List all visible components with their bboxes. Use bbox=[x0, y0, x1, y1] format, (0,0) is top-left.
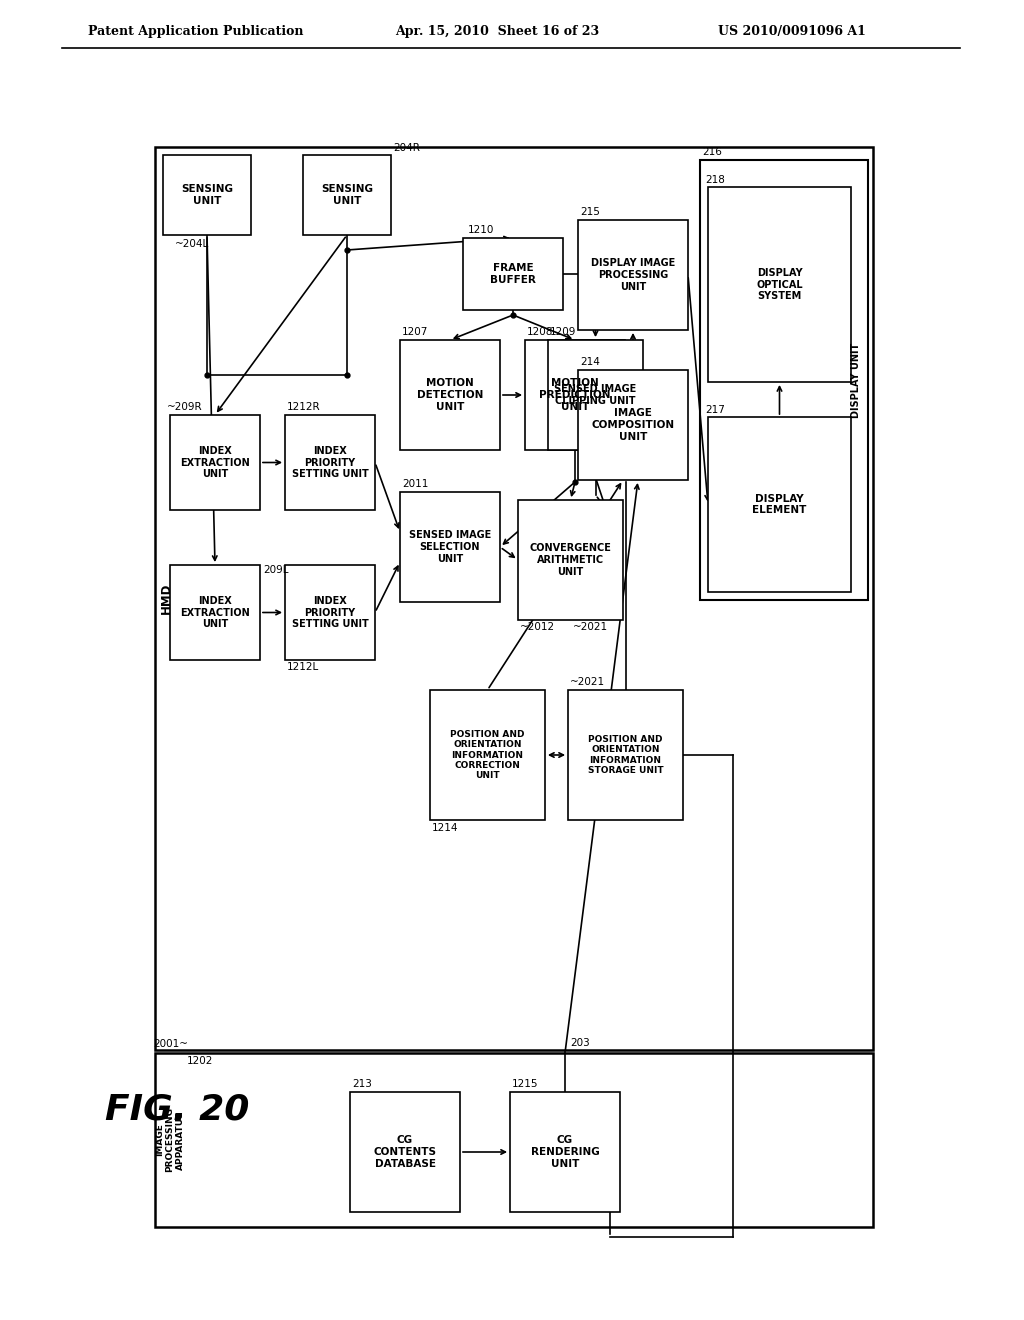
Text: 204R: 204R bbox=[393, 143, 420, 153]
Text: 1202: 1202 bbox=[187, 1056, 213, 1067]
Text: 209L: 209L bbox=[263, 565, 289, 576]
Bar bbox=[708, 417, 851, 591]
Text: 1207: 1207 bbox=[402, 327, 428, 337]
Text: SENSING
UNIT: SENSING UNIT bbox=[321, 185, 373, 206]
Text: IMAGE
COMPOSITION
UNIT: IMAGE COMPOSITION UNIT bbox=[592, 408, 675, 442]
Bar bbox=[708, 187, 851, 381]
Text: 214: 214 bbox=[580, 356, 600, 367]
Bar bbox=[170, 414, 260, 510]
Text: CONVERGENCE
ARITHMETIC
UNIT: CONVERGENCE ARITHMETIC UNIT bbox=[529, 544, 611, 577]
Text: 1212R: 1212R bbox=[287, 403, 321, 412]
Bar bbox=[400, 492, 500, 602]
Text: ~204L: ~204L bbox=[175, 239, 209, 249]
Bar bbox=[568, 690, 683, 820]
Bar bbox=[578, 370, 688, 480]
Text: INDEX
PRIORITY
SETTING UNIT: INDEX PRIORITY SETTING UNIT bbox=[292, 595, 369, 630]
Text: POSITION AND
ORIENTATION
INFORMATION
STORAGE UNIT: POSITION AND ORIENTATION INFORMATION STO… bbox=[588, 735, 664, 775]
Text: 2011: 2011 bbox=[402, 479, 428, 488]
Text: US 2010/0091096 A1: US 2010/0091096 A1 bbox=[718, 25, 866, 38]
Text: INDEX
EXTRACTION
UNIT: INDEX EXTRACTION UNIT bbox=[180, 595, 250, 630]
Text: CG
RENDERING
UNIT: CG RENDERING UNIT bbox=[530, 1135, 599, 1168]
Bar bbox=[700, 160, 868, 601]
Text: Patent Application Publication: Patent Application Publication bbox=[88, 25, 303, 38]
Text: INDEX
EXTRACTION
UNIT: INDEX EXTRACTION UNIT bbox=[180, 446, 250, 479]
Text: HMD: HMD bbox=[160, 583, 172, 614]
Text: IMAGE
PROCESSING
APPARATUS: IMAGE PROCESSING APPARATUS bbox=[155, 1107, 185, 1172]
Text: ~2021: ~2021 bbox=[573, 622, 608, 632]
Bar bbox=[163, 154, 251, 235]
Text: 1210: 1210 bbox=[468, 224, 495, 235]
Bar bbox=[578, 220, 688, 330]
Text: ~2012: ~2012 bbox=[520, 622, 555, 632]
Bar bbox=[430, 690, 545, 820]
Bar bbox=[155, 1053, 873, 1228]
Text: DISPLAY UNIT: DISPLAY UNIT bbox=[851, 342, 861, 417]
Bar bbox=[285, 565, 375, 660]
Text: 217: 217 bbox=[705, 405, 725, 414]
Text: Apr. 15, 2010  Sheet 16 of 23: Apr. 15, 2010 Sheet 16 of 23 bbox=[395, 25, 599, 38]
Text: FIG. 20: FIG. 20 bbox=[105, 1093, 250, 1127]
Text: 1208: 1208 bbox=[527, 327, 553, 337]
Bar bbox=[285, 414, 375, 510]
Text: POSITION AND
ORIENTATION
INFORMATION
CORRECTION
UNIT: POSITION AND ORIENTATION INFORMATION COR… bbox=[451, 730, 524, 780]
Text: 213: 213 bbox=[352, 1078, 372, 1089]
Bar bbox=[350, 1092, 460, 1212]
Text: SENSING
UNIT: SENSING UNIT bbox=[181, 185, 233, 206]
Text: 2001~: 2001~ bbox=[153, 1039, 188, 1049]
Bar bbox=[400, 341, 500, 450]
Text: CG
CONTENTS
DATABASE: CG CONTENTS DATABASE bbox=[374, 1135, 436, 1168]
Text: ~2021: ~2021 bbox=[570, 677, 605, 686]
Bar bbox=[463, 238, 563, 310]
Text: SENSED IMAGE
SELECTION
UNIT: SENSED IMAGE SELECTION UNIT bbox=[409, 531, 492, 564]
Text: 1212L: 1212L bbox=[287, 663, 319, 672]
Text: FRAME
BUFFER: FRAME BUFFER bbox=[490, 263, 536, 285]
Text: SENSED IMAGE
CLIPPING UNIT: SENSED IMAGE CLIPPING UNIT bbox=[554, 384, 637, 405]
Text: 1209: 1209 bbox=[550, 327, 577, 337]
Text: 203: 203 bbox=[570, 1038, 590, 1048]
Text: DISPLAY
OPTICAL
SYSTEM: DISPLAY OPTICAL SYSTEM bbox=[756, 268, 803, 301]
Bar bbox=[303, 154, 391, 235]
Bar bbox=[510, 1092, 620, 1212]
Text: 216: 216 bbox=[702, 147, 722, 157]
Bar bbox=[170, 565, 260, 660]
Bar bbox=[548, 341, 643, 450]
Text: 1214: 1214 bbox=[432, 822, 459, 833]
Text: DISPLAY
ELEMENT: DISPLAY ELEMENT bbox=[753, 494, 807, 515]
Text: 215: 215 bbox=[580, 207, 600, 216]
Text: INDEX
PRIORITY
SETTING UNIT: INDEX PRIORITY SETTING UNIT bbox=[292, 446, 369, 479]
Bar bbox=[155, 147, 873, 1049]
Text: 218: 218 bbox=[705, 176, 725, 185]
Text: DISPLAY IMAGE
PROCESSING
UNIT: DISPLAY IMAGE PROCESSING UNIT bbox=[591, 259, 675, 292]
Text: MOTION
DETECTION
UNIT: MOTION DETECTION UNIT bbox=[417, 379, 483, 412]
Bar bbox=[525, 341, 625, 450]
Text: 1215: 1215 bbox=[512, 1078, 539, 1089]
Text: ~209R: ~209R bbox=[167, 403, 203, 412]
Text: MOTION
PREDICTION
UNIT: MOTION PREDICTION UNIT bbox=[540, 379, 610, 412]
Bar bbox=[518, 500, 623, 620]
